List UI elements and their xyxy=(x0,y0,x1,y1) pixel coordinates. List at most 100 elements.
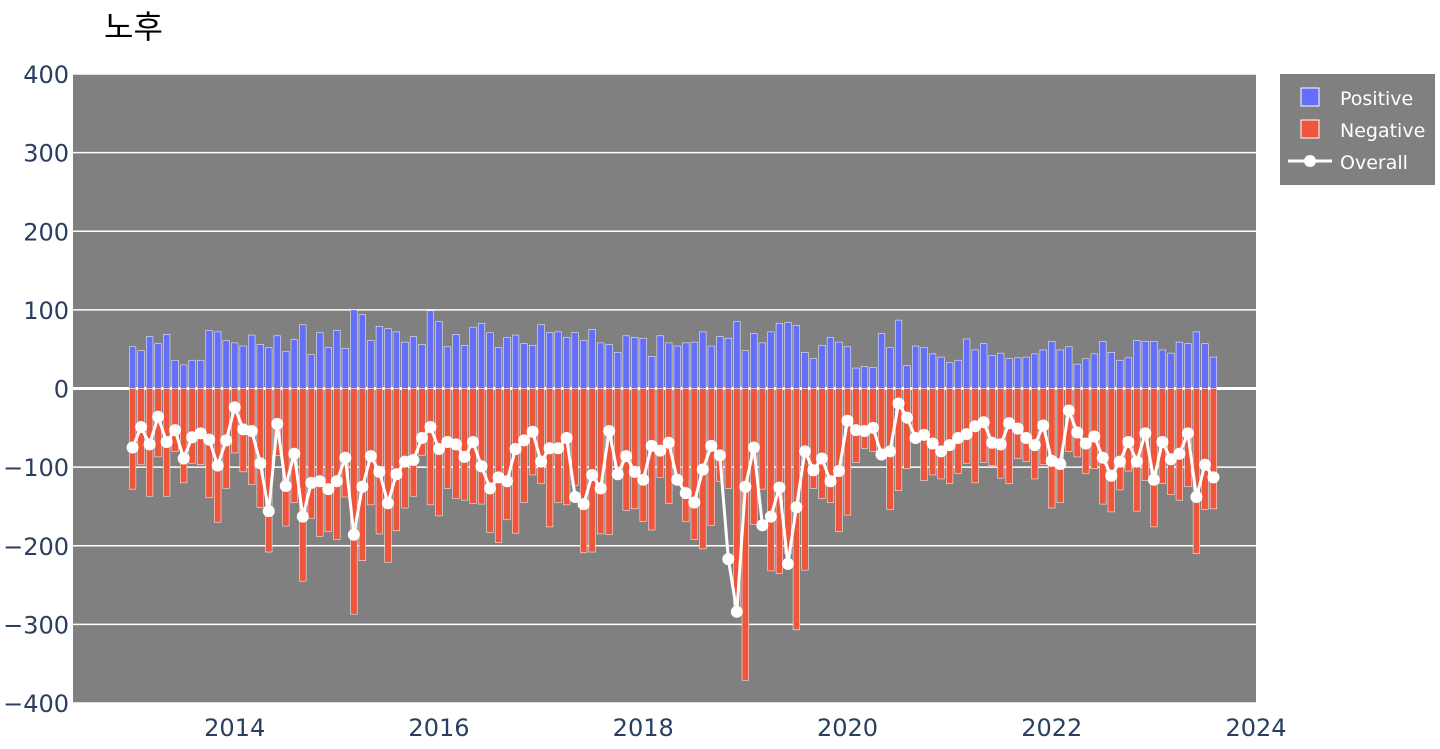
overall-point xyxy=(296,510,309,523)
negative-bar xyxy=(682,388,690,522)
positive-bar xyxy=(392,331,400,389)
negative-bar xyxy=(1082,388,1090,474)
negative-bar xyxy=(384,388,392,563)
overall-point xyxy=(1122,435,1135,448)
positive-bar xyxy=(1014,357,1022,389)
negative-bar xyxy=(1031,388,1039,480)
positive-bar xyxy=(163,333,171,389)
gridlines xyxy=(73,73,1256,704)
overall-point xyxy=(713,449,726,462)
overall-point xyxy=(867,421,880,434)
negative-bar xyxy=(860,388,869,449)
positive-bar xyxy=(256,344,264,389)
positive-bar xyxy=(1124,357,1132,389)
legend-item-negative[interactable]: Negative xyxy=(1300,119,1425,142)
overall-point xyxy=(484,482,497,495)
negative-bar xyxy=(171,388,179,452)
overall-point xyxy=(160,435,173,448)
positive-bar xyxy=(903,365,911,389)
overall-point xyxy=(1198,458,1211,471)
negative-bar xyxy=(537,388,545,484)
positive-bar xyxy=(741,350,749,389)
overall-point xyxy=(628,465,641,478)
positive-bar xyxy=(665,342,673,389)
positive-bar xyxy=(843,346,852,389)
positive-bar xyxy=(529,345,537,389)
positive-bar xyxy=(809,358,818,389)
overall-point xyxy=(662,436,675,449)
overall-point xyxy=(347,528,360,541)
positive-bar xyxy=(1192,331,1200,389)
positive-bar xyxy=(1005,358,1013,389)
positive-bar xyxy=(333,330,341,389)
positive-bar xyxy=(1184,343,1192,389)
overall-point xyxy=(1139,427,1152,440)
overall-point xyxy=(756,519,769,532)
overall-point xyxy=(747,441,760,454)
positive-bar xyxy=(758,342,766,389)
overall-point xyxy=(798,445,811,458)
negative-bar xyxy=(963,388,971,464)
positive-bar xyxy=(886,347,894,389)
negative-bar xyxy=(546,388,554,528)
negative-bar xyxy=(775,388,783,574)
negative-bar xyxy=(324,388,332,532)
overall-point xyxy=(1130,455,1143,468)
positive-bar xyxy=(971,349,979,389)
negative-bar xyxy=(1005,388,1013,484)
overall-point xyxy=(611,468,624,481)
positive-bar xyxy=(733,321,741,389)
negative-bar xyxy=(503,388,511,521)
positive-bar xyxy=(137,350,145,389)
positive-bar xyxy=(963,338,971,389)
positive-bar xyxy=(877,333,886,389)
positive-bar xyxy=(443,346,452,389)
negative-bar xyxy=(690,388,698,540)
overall-point xyxy=(841,414,854,427)
overall-point xyxy=(696,463,709,476)
overall-point xyxy=(169,424,182,437)
legend[interactable]: Positive Negative Overall xyxy=(1280,74,1435,185)
y-tick-label: 200 xyxy=(23,218,69,246)
overall-point xyxy=(254,457,267,470)
overall-point xyxy=(1054,457,1067,470)
positive-bar xyxy=(265,347,273,389)
x-tick-label: 2014 xyxy=(204,714,265,742)
positive-bar xyxy=(911,345,920,389)
overall-point xyxy=(220,434,233,447)
overall-point xyxy=(1096,451,1109,464)
positive-bar xyxy=(818,345,826,389)
positive-bar xyxy=(375,326,383,389)
overall-point xyxy=(1173,447,1186,460)
overall-point xyxy=(832,465,845,478)
legend-item-overall[interactable]: Overall xyxy=(1288,152,1408,174)
positive-bar xyxy=(239,345,247,389)
positive-bar xyxy=(784,322,792,389)
overall-point xyxy=(543,442,556,455)
positive-bar xyxy=(792,325,800,389)
positive-bar xyxy=(1039,349,1047,389)
overall-point xyxy=(943,439,956,452)
negative-bar xyxy=(333,388,341,540)
overall-point xyxy=(722,553,735,566)
positive-bar xyxy=(1073,363,1081,389)
negative-swatch xyxy=(1300,119,1320,139)
negative-bar xyxy=(597,388,605,535)
negative-bar xyxy=(494,388,503,543)
overall-point xyxy=(926,437,939,450)
overall-point xyxy=(381,497,394,510)
overall-point xyxy=(143,438,156,451)
positive-bar xyxy=(477,322,486,389)
positive-bar xyxy=(511,334,520,389)
positive-bar xyxy=(290,339,298,389)
legend-item-positive[interactable]: Positive xyxy=(1300,87,1413,110)
positive-bar xyxy=(248,334,256,389)
overall-point xyxy=(1181,427,1194,440)
positive-bar xyxy=(648,356,656,389)
overall-point xyxy=(1207,471,1220,484)
overall-point xyxy=(577,498,590,511)
positive-bar xyxy=(1090,353,1098,389)
x-tick-label: 2016 xyxy=(408,714,469,742)
positive-bar xyxy=(580,340,588,389)
